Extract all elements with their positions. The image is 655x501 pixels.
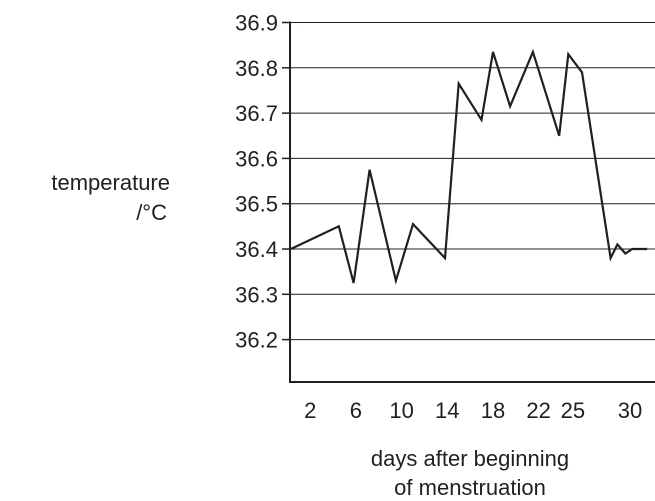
y-tick-label: 36.4 bbox=[235, 237, 278, 262]
y-tick-label: 36.6 bbox=[235, 146, 278, 171]
x-ticks: 2 6 10 14 18 22 25 30 bbox=[304, 398, 642, 423]
y-tick-label: 36.9 bbox=[235, 11, 278, 36]
y-tick-label: 36.3 bbox=[235, 282, 278, 307]
temperature-series-line bbox=[290, 48, 648, 285]
y-ticks: 36.2 36.3 36.4 36.5 36.6 36.7 36.8 36.9 bbox=[235, 11, 290, 353]
x-tick-label: 10 bbox=[389, 398, 413, 423]
y-axis-label-line1: temperature bbox=[51, 170, 170, 195]
y-axis-label-line2: /°C bbox=[136, 200, 167, 225]
x-axis-label-line1: days after beginning bbox=[371, 446, 569, 471]
x-tick-label: 22 bbox=[526, 398, 550, 423]
x-tick-label: 14 bbox=[435, 398, 459, 423]
x-tick-label: 18 bbox=[481, 398, 505, 423]
x-tick-label: 6 bbox=[350, 398, 362, 423]
x-tick-label: 25 bbox=[561, 398, 585, 423]
y-tick-label: 36.8 bbox=[235, 56, 278, 81]
x-tick-label: 30 bbox=[618, 398, 642, 423]
y-tick-label: 36.5 bbox=[235, 192, 278, 217]
x-tick-label: 2 bbox=[304, 398, 316, 423]
x-axis-label-line2: of menstruation bbox=[394, 475, 546, 500]
gridlines bbox=[290, 22, 655, 341]
y-tick-label: 36.2 bbox=[235, 328, 278, 353]
y-tick-label: 36.7 bbox=[235, 101, 278, 126]
